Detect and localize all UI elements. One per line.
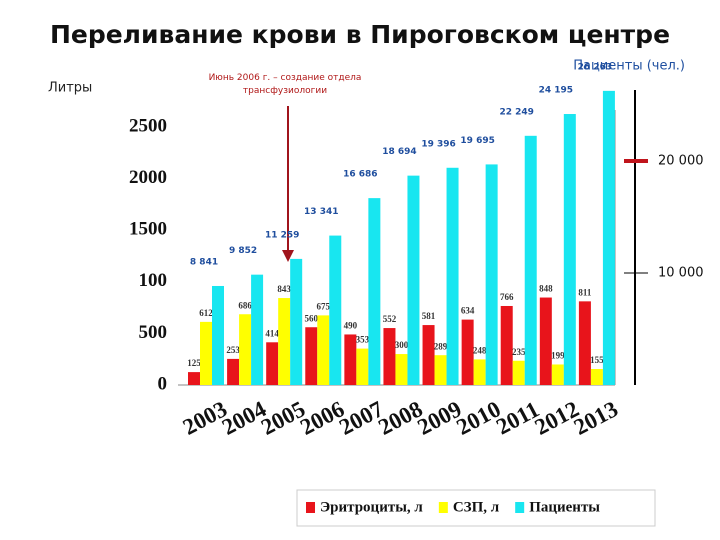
bar	[590, 369, 603, 385]
value-label: 235	[512, 347, 526, 357]
value-label: 581	[422, 311, 436, 321]
bar	[578, 301, 591, 385]
value-label: 11 259	[265, 230, 299, 240]
bar	[539, 297, 552, 385]
bar	[329, 235, 342, 385]
value-label: 848	[539, 284, 553, 294]
legend-label: СЗП, л	[453, 499, 500, 515]
y2-tick-label: 10 000	[658, 266, 704, 281]
bar	[422, 325, 435, 385]
value-label: 490	[344, 321, 358, 331]
value-label: 13 341	[304, 207, 338, 217]
bar	[473, 359, 486, 385]
legend-swatch	[438, 502, 448, 513]
value-label: 353	[356, 335, 370, 345]
value-label: 560	[305, 313, 319, 323]
value-label: 634	[461, 306, 475, 316]
bar	[395, 354, 408, 385]
bar	[383, 328, 396, 385]
legend-label: Эритроциты, л	[320, 499, 423, 515]
value-label: 24 195	[539, 86, 573, 96]
value-label: 26 263	[578, 62, 612, 72]
value-label: 414	[265, 328, 279, 338]
chart-title: Переливание крови в Пироговском центре	[50, 20, 670, 49]
value-label: 8 841	[190, 257, 218, 267]
y-tick-label: 500	[139, 322, 168, 343]
value-label: 19 695	[460, 136, 494, 146]
value-label: 675	[317, 301, 331, 311]
y2-axis-label: Пациенты (чел.)	[573, 59, 685, 74]
value-label: 248	[473, 345, 487, 355]
value-label: 199	[551, 351, 565, 361]
value-label: 686	[238, 300, 252, 310]
bar	[227, 358, 240, 385]
value-label: 300	[395, 340, 409, 350]
y-tick-label: 1500	[129, 219, 167, 240]
y-tick-label: 2500	[129, 115, 167, 136]
bar	[407, 175, 420, 385]
value-label: 843	[277, 284, 291, 294]
legend-swatch	[306, 502, 315, 513]
annotation-arrowhead	[282, 250, 294, 262]
value-label: 125	[187, 358, 201, 368]
value-label: 22 249	[500, 107, 534, 117]
bar	[500, 305, 513, 385]
x-tick-label: 2013	[570, 396, 622, 440]
value-label: 766	[500, 292, 514, 302]
bar	[563, 114, 576, 385]
bar	[188, 372, 200, 385]
value-label: 811	[578, 287, 592, 297]
bar	[344, 334, 357, 385]
bar	[602, 90, 615, 386]
value-label: 289	[434, 341, 448, 351]
bar	[356, 348, 369, 385]
bar	[446, 167, 459, 385]
bar	[212, 285, 224, 385]
legend-box	[296, 489, 656, 527]
bar	[434, 355, 447, 385]
value-label: 612	[199, 308, 213, 318]
y-tick-label: 100	[139, 270, 168, 291]
value-label: 19 396	[421, 139, 455, 149]
legend-label: Пациенты	[529, 499, 600, 515]
value-label: 552	[383, 314, 397, 324]
bar	[290, 258, 303, 385]
y-tick-label: 0	[158, 373, 168, 394]
bar	[485, 164, 498, 385]
value-label: 9 852	[229, 246, 257, 256]
bar	[239, 314, 252, 385]
y2-tick-label: 20 000	[658, 154, 704, 169]
value-label: 253	[226, 345, 240, 355]
bar	[200, 321, 212, 385]
annotation: Июнь 2006 г. – создание отдела трансфузи…	[208, 73, 362, 96]
bar	[524, 135, 537, 385]
value-label: 155	[590, 355, 604, 365]
bar	[461, 319, 474, 385]
bar	[251, 274, 264, 385]
annotation-box: Июнь 2006 г. – создание отдела трансфузи…	[208, 73, 362, 96]
bar	[368, 198, 381, 385]
bar	[305, 327, 318, 385]
bar	[512, 360, 525, 385]
bar	[266, 342, 279, 385]
bar	[317, 315, 330, 385]
bar	[278, 298, 291, 385]
legend-swatch	[515, 502, 525, 513]
y-axis-label: Литры	[48, 81, 92, 96]
value-label: 18 694	[382, 147, 416, 157]
y-tick-label: 2000	[129, 167, 167, 188]
value-label: 16 686	[343, 170, 377, 180]
bar	[551, 364, 564, 385]
